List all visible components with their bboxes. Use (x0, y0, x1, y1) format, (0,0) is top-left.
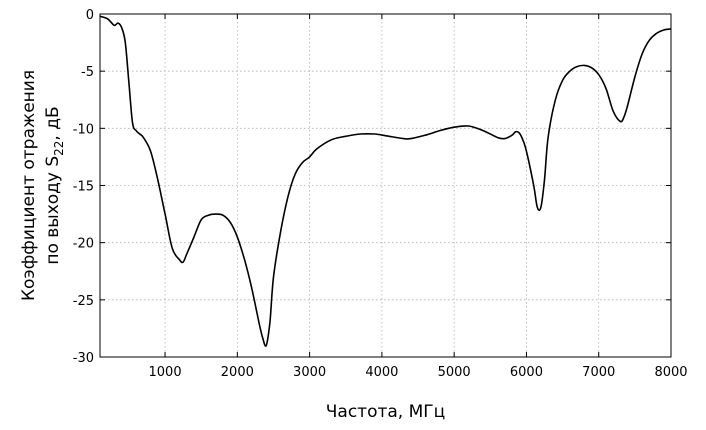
x-tick-label: 5000 (438, 365, 471, 380)
x-tick-labels: 1000 2000 3000 4000 5000 6000 7000 8000 (149, 365, 688, 380)
x-tick-label: 6000 (510, 365, 543, 380)
y-axis-label-subscript: 22 (52, 141, 66, 156)
x-tick-label: 7000 (582, 365, 615, 380)
y-axis-label: Коэффициент отражения по выходу S22, дБ (19, 70, 66, 301)
y-tick-label: -30 (73, 351, 94, 366)
y-axis-label-suffix: , дБ (43, 106, 63, 140)
s22-curve (99, 15, 672, 347)
y-axis-label-line2: по выходу S22, дБ (43, 106, 66, 264)
y-tick-label: -15 (73, 180, 94, 195)
y-tick-label: -10 (73, 122, 94, 137)
x-tick-label: 4000 (365, 365, 398, 380)
x-tick-label: 3000 (293, 365, 326, 380)
plot-frame (99, 13, 672, 358)
x-axis-label: Частота, МГц (326, 402, 445, 422)
x-tick-label: 1000 (149, 365, 182, 380)
y-tick-label: -5 (81, 65, 94, 80)
tick-marks (100, 13, 672, 358)
x-tick-label: 8000 (654, 365, 687, 380)
x-tick-label: 2000 (221, 365, 254, 380)
y-tick-label: -25 (73, 294, 94, 309)
y-tick-label: 0 (86, 8, 94, 23)
y-axis-label-prefix: по выходу S (43, 156, 63, 265)
grid (100, 14, 671, 357)
y-axis-label-line1: Коэффициент отражения (19, 70, 39, 301)
y-tick-label: -20 (73, 237, 94, 252)
y-tick-labels: 0 -5 -10 -15 -20 -25 -30 (73, 8, 94, 366)
